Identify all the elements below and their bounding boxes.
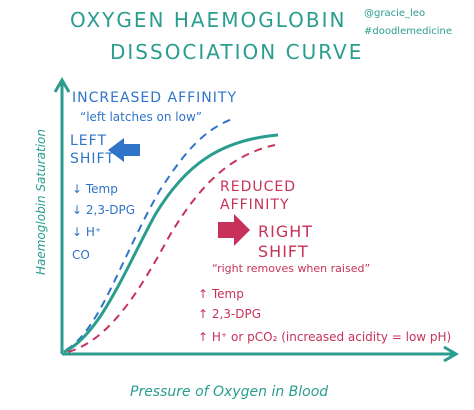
reduced-affinity-heading-line-1: REDUCED	[220, 179, 297, 195]
left-shift-curve	[65, 117, 236, 351]
right-shift-arrow-icon	[218, 214, 250, 246]
left-factor-item: ↓ 2,3-DPG	[72, 203, 136, 217]
left-shift-label-line-1: LEFT	[70, 133, 108, 149]
right-shift-label-line-2: SHIFT	[258, 242, 309, 261]
right-factor-item: ↑ H⁺ or pCO₂ (increased acidity = low pH…	[198, 330, 452, 344]
y-axis-arrowhead	[53, 77, 71, 93]
left-factor-item: ↓ Temp	[72, 182, 118, 196]
left-shift-mnemonic: “left latches on low”	[80, 110, 202, 124]
right-factor-item: ↑ Temp	[198, 287, 244, 301]
right-shift-label-line-1: RIGHT	[258, 222, 314, 241]
left-factor-item: ↓ H⁺	[72, 225, 102, 239]
author-handle: @gracie_leo	[364, 8, 426, 19]
y-axis-label: Haemoglobin Saturation	[34, 129, 48, 276]
x-axis-arrowhead	[443, 345, 459, 363]
title-line-1: OXYGEN HAEMOGLOBIN	[70, 8, 347, 32]
right-shift-curve	[67, 144, 276, 353]
title-line-2: DISSOCIATION CURVE	[110, 40, 364, 64]
x-axis-label: Pressure of Oxygen in Blood	[130, 384, 329, 400]
right-shift-mnemonic: “right removes when raised”	[212, 262, 371, 275]
right-factor-item: ↑ 2,3-DPG	[198, 307, 262, 321]
increased-affinity-heading: INCREASED AFFINITY	[72, 90, 238, 106]
right-shift-label: RIGHT SHIFT	[258, 222, 313, 262]
reduced-affinity-heading: REDUCED AFFINITY	[220, 178, 296, 214]
hashtag: #doodlemedicine	[364, 26, 453, 37]
left-shift-label: LEFT SHIFT	[70, 132, 115, 168]
left-shift-arrow-icon	[108, 138, 140, 162]
normal-curve	[63, 133, 279, 354]
reduced-affinity-heading-line-2: AFFINITY	[220, 197, 290, 213]
left-shift-label-line-2: SHIFT	[70, 151, 115, 167]
left-factor-item: CO	[72, 248, 90, 262]
